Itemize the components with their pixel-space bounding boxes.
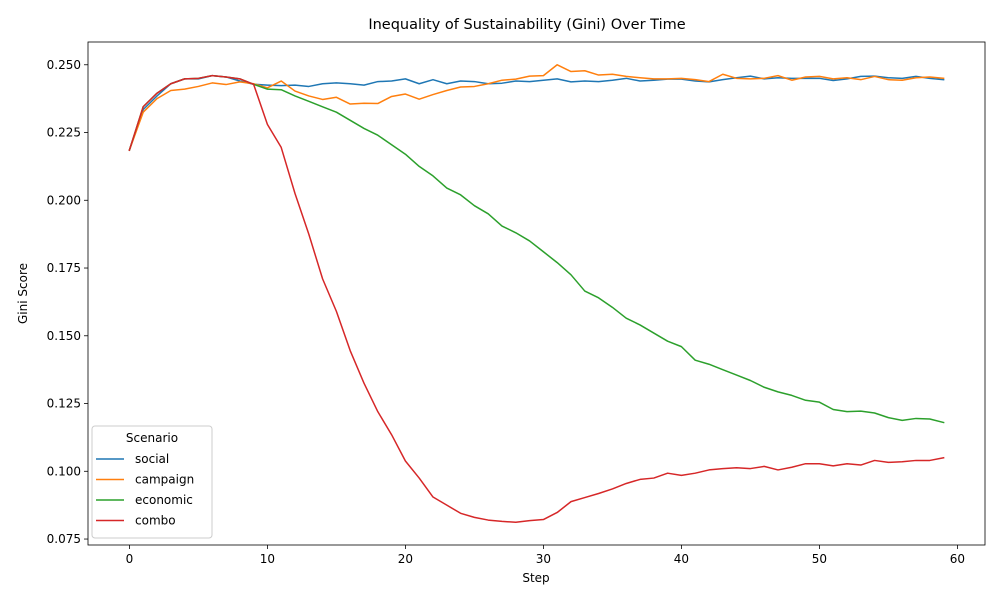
series-lines [128, 64, 945, 523]
x-tick-label: 50 [812, 552, 827, 566]
y-tick-label: 0.075 [47, 532, 81, 546]
y-axis: 0.075 0.100 0.125 0.150 0.175 0.200 0.225 0.250 [47, 58, 88, 546]
y-tick-label: 0.225 [47, 126, 81, 140]
legend-entry-economic: economic [135, 493, 193, 507]
y-tick-label: 0.150 [47, 329, 81, 343]
plot-area-frame [87, 41, 986, 546]
x-tick-label: 0 [126, 552, 134, 566]
x-axis-label: Step [522, 571, 549, 585]
x-tick-label: 40 [674, 552, 689, 566]
y-tick-label: 0.175 [47, 261, 81, 275]
legend-entry-social: social [135, 452, 169, 466]
series-line-combo [128, 74, 945, 523]
y-axis-label: Gini Score [16, 263, 30, 324]
legend-title: Scenario [126, 431, 178, 445]
x-tick-label: 30 [536, 552, 551, 566]
legend-entry-combo: combo [135, 514, 176, 528]
x-tick-label: 60 [950, 552, 965, 566]
series-line-economic [128, 74, 945, 424]
x-axis: 0 10 20 30 40 50 60 [126, 545, 965, 566]
legend-entry-campaign: campaign [135, 473, 194, 487]
y-tick-label: 0.125 [47, 397, 81, 411]
legend-box [91, 425, 213, 539]
series-line-social [128, 74, 945, 152]
series-line-campaign [128, 64, 945, 152]
chart-title: Inequality of Sustainability (Gini) Over… [368, 17, 685, 33]
y-tick-label: 0.200 [47, 193, 81, 207]
x-tick-label: 20 [398, 552, 413, 566]
legend: Scenario social campaign economic combo [91, 425, 213, 539]
y-tick-label: 0.100 [47, 464, 81, 478]
x-tick-label: 10 [260, 552, 275, 566]
y-tick-label: 0.250 [47, 58, 81, 72]
